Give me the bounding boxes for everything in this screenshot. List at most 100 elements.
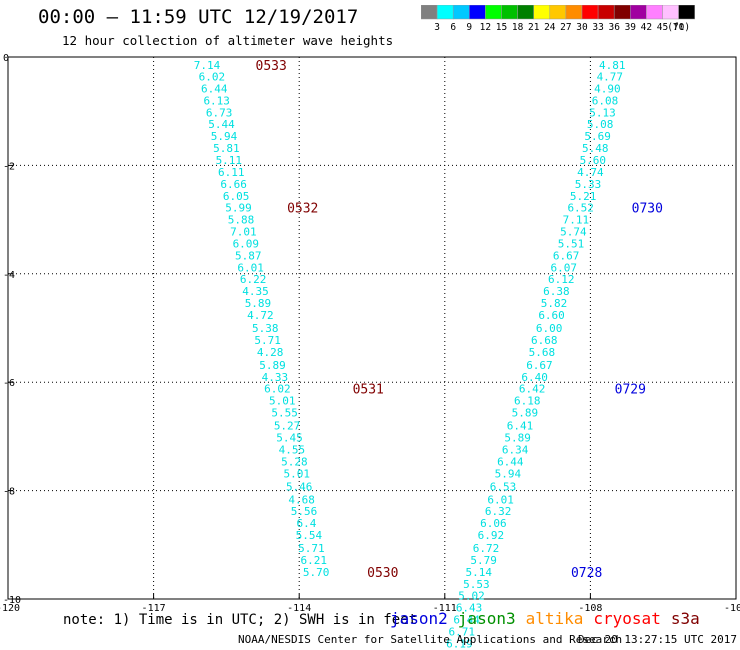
- wave-height-value: 4.33: [262, 371, 289, 384]
- wave-height-value: 4.55: [279, 443, 306, 456]
- wave-height-value: 5.44: [208, 118, 235, 131]
- x-tick-label: -111: [433, 603, 457, 614]
- legend-tick-label: 6: [450, 22, 456, 33]
- wave-height-value: 5.99: [225, 202, 252, 215]
- generated-timestamp: Dec 20 13:27:15 UTC 2017: [578, 633, 737, 646]
- legend-tick-label: 3: [434, 22, 440, 33]
- wave-height-value: 6.11: [218, 166, 245, 179]
- y-tick-label: -4: [3, 270, 15, 281]
- credit-text: NOAA/NESDIS Center for Satellite Applica…: [238, 633, 623, 646]
- wave-height-value: 6.19: [446, 637, 473, 650]
- x-tick-label: -105: [724, 603, 740, 614]
- wave-height-value: 5.69: [584, 130, 611, 143]
- wave-height-value: 5.08: [587, 118, 614, 131]
- pass-time-label: 0729: [615, 383, 646, 398]
- wave-height-value: 5.89: [504, 431, 531, 444]
- x-tick-label: -120: [0, 603, 20, 614]
- legend-tick-label: 27: [560, 22, 571, 33]
- wave-height-value: 7.01: [230, 226, 257, 239]
- wave-height-value: 6.42: [519, 383, 546, 396]
- wave-height-value: 6.18: [514, 395, 541, 408]
- legend-tick-label: 15: [496, 22, 507, 33]
- y-tick-label: -10: [3, 595, 21, 606]
- wave-height-value: 5.89: [512, 407, 539, 420]
- wave-height-value: 6.68: [531, 334, 558, 347]
- wave-height-value: 4.28: [257, 346, 284, 359]
- wave-height-value: 6.71: [449, 626, 476, 639]
- wave-height-value: 5.74: [560, 226, 587, 239]
- wave-height-value: 5.38: [252, 322, 279, 335]
- chart-subtitle: 12 hour collection of altimeter wave hei…: [62, 33, 394, 48]
- wave-height-value: 6.00: [536, 322, 563, 335]
- pass-time-label: 0532: [287, 202, 318, 217]
- wave-height-value: 6.4: [297, 517, 317, 530]
- wave-height-value: 5.71: [254, 334, 281, 347]
- pass-time-label: 0531: [353, 383, 384, 398]
- wave-height-value: 6.40: [521, 371, 548, 384]
- legend-tick-label: 18: [512, 22, 524, 33]
- wave-height-value: 6.41: [507, 420, 534, 433]
- satellite-legend: jason2 jason3 altika cryosat s3a: [390, 609, 710, 628]
- y-tick-label: -6: [3, 378, 15, 389]
- wave-height-value: 5.45: [276, 431, 303, 444]
- wave-height-value: 6.21: [301, 554, 328, 567]
- wave-height-value: 5.02: [458, 590, 485, 603]
- legend-unit-label: (ft): [667, 22, 690, 33]
- wave-height-value: 4.74: [577, 166, 604, 179]
- pass-time-label: 0728: [571, 566, 602, 581]
- wave-height-value: 6.06: [480, 517, 507, 530]
- chart-title: 00:00 – 11:59 UTC 12/19/2017: [38, 6, 359, 28]
- legend-tick-label: 45: [657, 22, 668, 33]
- wave-height-value: 5.48: [582, 142, 609, 155]
- wave-height-value: 6.07: [550, 261, 577, 274]
- wave-height-value: 6.60: [538, 309, 565, 322]
- wave-height-value: 5.70: [303, 566, 330, 579]
- satellite-legend-jason2: jason2: [390, 609, 448, 628]
- pass-time-label: 0533: [256, 59, 287, 74]
- x-tick-label: -108: [578, 603, 602, 614]
- wave-height-value: 6.38: [543, 285, 570, 298]
- wave-height-value: 5.54: [296, 529, 323, 542]
- legend-tick-label: 42: [641, 22, 652, 33]
- wave-height-value: 6.01: [237, 261, 264, 274]
- satellite-legend-s3a: s3a: [670, 609, 700, 628]
- satellite-legend-cryosat: cryosat: [593, 609, 661, 628]
- wave-height-value: 5.01: [269, 395, 296, 408]
- legend-tick-label: 12: [480, 22, 491, 33]
- x-tick-label: -114: [287, 603, 311, 614]
- wave-height-value: 4.81: [599, 59, 626, 72]
- wave-height-value: 6.43: [456, 602, 483, 615]
- wave-height-value: 5.51: [558, 237, 585, 250]
- wave-height-value: 5.79: [470, 554, 497, 567]
- wave-height-value: 6.13: [203, 94, 230, 107]
- wave-height-value: 7.11: [563, 214, 590, 227]
- x-tick-label: -117: [142, 603, 166, 614]
- wave-height-value: 6.67: [553, 249, 580, 262]
- wave-height-value: 5.11: [216, 154, 243, 167]
- legend-tick-label: 21: [528, 22, 540, 33]
- legend-tick-label: 33: [592, 22, 603, 33]
- satellite-legend-altika: altika: [525, 609, 584, 628]
- y-tick-label: -8: [3, 487, 15, 498]
- wave-height-value: 6.72: [473, 542, 500, 555]
- wave-height-value: 6.44: [497, 455, 524, 468]
- wave-height-value: 5.13: [589, 106, 616, 119]
- y-tick-label: -2: [3, 161, 15, 172]
- wave-height-value: 5.68: [529, 346, 556, 359]
- wave-height-value: 5.21: [570, 190, 597, 203]
- wave-height-value: 4.90: [594, 82, 621, 95]
- wave-height-value: 5.82: [541, 297, 568, 310]
- wave-height-value: 4.35: [242, 285, 269, 298]
- legend-tick-label: 39: [625, 22, 637, 33]
- wave-height-value: 5.94: [211, 130, 238, 143]
- wave-height-value: 5.60: [580, 154, 607, 167]
- legend-tick-label: 70: [673, 22, 685, 33]
- wave-height-value: 6.32: [485, 505, 512, 518]
- wave-height-value: 6.66: [220, 178, 247, 191]
- satellite-legend-jason3: jason3: [457, 609, 516, 628]
- wave-height-value: 5.46: [286, 480, 313, 493]
- wave-height-value: 5.33: [575, 178, 602, 191]
- color-scale-legend: 3 6 9 12 15 18 21 24 27 30 33 36 39 42 45 70(ft): [421, 5, 695, 33]
- wave-height-value: 6.05: [223, 190, 250, 203]
- y-tick-label: 0: [3, 53, 9, 64]
